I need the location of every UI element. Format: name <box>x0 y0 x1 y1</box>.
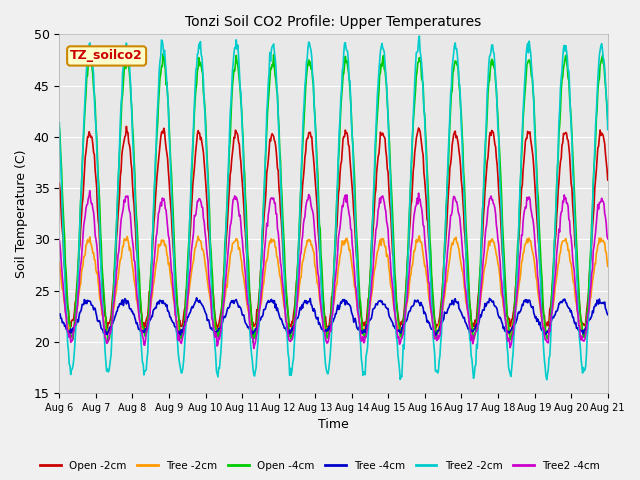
Open -2cm <box>56 180 63 186</box>
Tree2 -2cm <box>543 377 550 383</box>
Tree -4cm <box>417 300 425 305</box>
Tree2 -2cm <box>56 120 63 125</box>
Tree -2cm <box>65 326 73 332</box>
Tree2 -2cm <box>415 33 423 39</box>
Line: Tree -2cm: Tree -2cm <box>60 236 608 336</box>
Open -4cm <box>249 339 257 345</box>
Open -4cm <box>159 51 167 57</box>
Line: Tree2 -2cm: Tree2 -2cm <box>60 36 608 380</box>
Tree -2cm <box>56 260 63 266</box>
Tree2 -2cm <box>122 50 129 56</box>
Tree2 -4cm <box>123 194 131 200</box>
Y-axis label: Soil Temperature (C): Soil Temperature (C) <box>15 149 28 278</box>
Open -2cm <box>402 290 410 296</box>
Tree -2cm <box>123 237 131 243</box>
Open -2cm <box>123 123 131 129</box>
Tree -4cm <box>401 321 409 326</box>
Tree -2cm <box>418 240 426 246</box>
Tree2 -2cm <box>417 53 425 59</box>
Open -2cm <box>179 319 187 325</box>
Open -4cm <box>402 291 410 297</box>
Tree -4cm <box>56 312 63 318</box>
Open -2cm <box>604 177 612 183</box>
Open -4cm <box>418 76 426 82</box>
Tree2 -4cm <box>604 236 612 242</box>
Title: Tonzi Soil CO2 Profile: Upper Temperatures: Tonzi Soil CO2 Profile: Upper Temperatur… <box>186 15 482 29</box>
Open -4cm <box>207 249 215 254</box>
Tree2 -2cm <box>207 252 214 258</box>
Tree -4cm <box>193 295 200 300</box>
Open -4cm <box>56 124 63 130</box>
Open -2cm <box>124 130 131 135</box>
Open -2cm <box>104 326 111 332</box>
Text: TZ_soilco2: TZ_soilco2 <box>70 49 143 62</box>
Tree -4cm <box>65 330 73 336</box>
Tree2 -4cm <box>179 337 186 343</box>
Tree -2cm <box>415 233 423 239</box>
X-axis label: Time: Time <box>318 419 349 432</box>
Tree -4cm <box>207 326 215 332</box>
Tree2 -4cm <box>65 335 73 340</box>
Legend: Open -2cm, Tree -2cm, Open -4cm, Tree -4cm, Tree2 -2cm, Tree2 -4cm: Open -2cm, Tree -2cm, Open -4cm, Tree -4… <box>36 456 604 475</box>
Tree -2cm <box>179 330 186 336</box>
Tree2 -4cm <box>56 236 63 242</box>
Tree2 -2cm <box>400 346 408 352</box>
Tree2 -2cm <box>65 361 73 367</box>
Tree -4cm <box>122 297 129 302</box>
Tree -2cm <box>66 333 74 338</box>
Open -4cm <box>179 330 186 336</box>
Tree -4cm <box>177 327 185 333</box>
Line: Open -4cm: Open -4cm <box>60 54 608 342</box>
Tree -2cm <box>604 264 612 269</box>
Tree2 -4cm <box>418 205 426 211</box>
Tree2 -2cm <box>177 370 185 376</box>
Open -2cm <box>208 276 216 282</box>
Tree2 -4cm <box>250 346 258 351</box>
Tree2 -4cm <box>402 305 410 311</box>
Tree -4cm <box>604 312 612 318</box>
Open -4cm <box>65 321 73 326</box>
Tree2 -4cm <box>207 300 215 306</box>
Tree2 -4cm <box>86 188 93 193</box>
Tree -2cm <box>401 317 409 323</box>
Tree2 -2cm <box>604 127 612 132</box>
Open -2cm <box>418 141 426 147</box>
Tree -4cm <box>431 332 439 338</box>
Line: Tree2 -4cm: Tree2 -4cm <box>60 191 608 348</box>
Line: Tree -4cm: Tree -4cm <box>60 298 608 335</box>
Tree -2cm <box>207 302 215 308</box>
Open -4cm <box>122 66 129 72</box>
Open -4cm <box>604 117 612 123</box>
Open -2cm <box>65 318 73 324</box>
Line: Open -2cm: Open -2cm <box>60 126 608 329</box>
